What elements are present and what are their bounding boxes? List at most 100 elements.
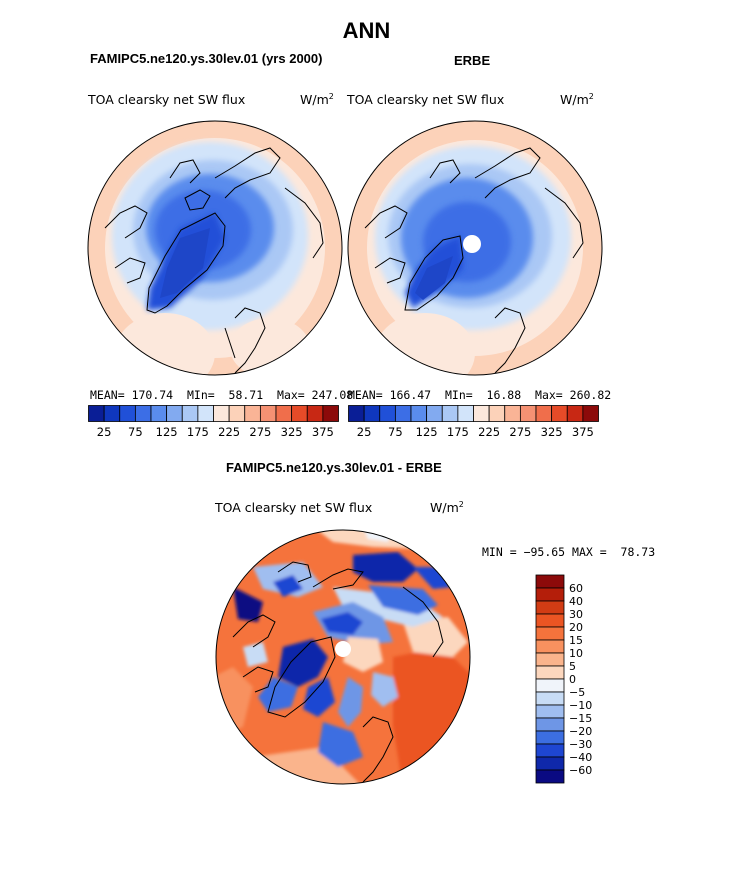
colorbar-cell — [535, 652, 565, 667]
colorbar-cell — [166, 405, 183, 422]
mean-label: MEAN= — [348, 388, 383, 402]
diff-panel-title: FAMIPC5.ne120.ys.30lev.01 - ERBE — [226, 460, 442, 475]
colorbar-cell — [535, 743, 565, 758]
colorbar-cell — [181, 405, 199, 422]
pole-gap — [335, 641, 351, 657]
coastlines — [232, 561, 444, 783]
figure-title: ANN — [342, 18, 391, 43]
colorbar-tick-label: 20 — [569, 621, 583, 634]
colorbar-tick-label: 275 — [249, 425, 271, 439]
colorbar-cell — [322, 405, 339, 422]
colorbar-cell — [551, 405, 568, 422]
units-exponent: 2 — [458, 500, 464, 509]
model-colorbar: 25 75 125 175 225 275 325 375 — [88, 405, 339, 439]
max-label: Max= — [277, 388, 305, 402]
max-label: MAX = — [572, 545, 607, 559]
colorbar-tick-label: 25 — [97, 425, 112, 439]
colorbar-cell — [457, 405, 474, 422]
colorbar-tick-label: 15 — [569, 634, 583, 647]
colorbar-tick-label: −15 — [569, 712, 592, 725]
colorbar-tick-label: 225 — [218, 425, 240, 439]
colorbar-tick-label: −10 — [569, 699, 592, 712]
colorbar-cell — [535, 600, 565, 615]
colorbar-tick-label: −40 — [569, 751, 592, 764]
erbe-colorbar: 25 75 125 175 225 275 325 375 — [348, 405, 599, 439]
model-stats: MEAN= 170.74 MIn= 58.71 Max= 247.08 — [90, 388, 353, 402]
colorbar-cell — [535, 574, 565, 589]
colorbar-cell — [150, 405, 168, 422]
units-text: W/m — [560, 92, 589, 108]
units-text: W/m — [430, 500, 459, 516]
coastlines — [364, 147, 584, 374]
colorbar-cell — [535, 704, 565, 719]
colorbar-cell — [291, 405, 308, 422]
greenland-core — [160, 228, 210, 298]
min-value: 16.88 — [486, 388, 522, 402]
colorbar-tick-label: 5 — [569, 660, 576, 673]
pole-gap — [463, 235, 481, 253]
colorbar-cell — [535, 730, 565, 745]
max-label: Max= — [535, 388, 563, 402]
colorbar-cell — [410, 405, 428, 422]
units-text: W/m — [300, 92, 329, 108]
colorbar-cell — [535, 678, 565, 693]
colorbar-tick-label: −60 — [569, 764, 592, 777]
colorbar-tick-label: 175 — [187, 425, 209, 439]
colorbar-cell — [244, 405, 261, 422]
colorbar-cell — [488, 405, 506, 422]
colorbar-tick-label: 275 — [509, 425, 531, 439]
colorbar-cell — [535, 756, 565, 771]
map-border — [347, 120, 603, 376]
right-units-label: W/m2 — [560, 92, 594, 107]
colorbar-tick-label: 30 — [569, 608, 583, 621]
colorbar-cell — [535, 639, 565, 654]
colorbar-cell — [88, 405, 105, 422]
colorbar-cell — [197, 405, 214, 422]
colorbar-cell — [441, 405, 459, 422]
max-value: 78.73 — [620, 545, 656, 559]
left-units-label: W/m2 — [300, 92, 334, 107]
colorbar-tick-label: 125 — [416, 425, 438, 439]
colorbar-tick-label: −5 — [569, 686, 585, 699]
mean-value: 166.47 — [389, 388, 432, 402]
max-value: 260.82 — [569, 388, 612, 402]
colorbar-cell — [306, 405, 324, 422]
diff-stats: MIN = −95.65 MAX = 78.73 — [482, 545, 655, 559]
colorbar-tick-label: −30 — [569, 738, 592, 751]
erbe-stats: MEAN= 166.47 MIn= 16.88 Max= 260.82 — [348, 388, 611, 402]
colorbar-cell — [566, 405, 584, 422]
min-value: −95.65 — [523, 545, 566, 559]
south-east-field — [230, 318, 310, 375]
colorbar-cell — [426, 405, 443, 422]
min-label: MIn= — [186, 388, 215, 402]
model-polar-map — [87, 120, 343, 376]
colorbar-cell — [134, 405, 152, 422]
right-field-label: TOA clearsky net SW flux — [347, 92, 505, 107]
left-panel-title: FAMIPC5.ne120.ys.30lev.01 (yrs 2000) — [90, 51, 323, 66]
colorbar-cell — [394, 405, 412, 422]
colorbar-tick-label: 75 — [128, 425, 143, 439]
colorbar-cell — [535, 691, 565, 706]
colorbar-cell — [103, 405, 121, 422]
colorbar-cell — [535, 613, 565, 628]
map-border — [215, 529, 471, 785]
left-field-label: TOA clearsky net SW flux — [88, 92, 246, 107]
colorbar-tick-label: 375 — [572, 425, 594, 439]
colorbar-cell — [363, 405, 381, 422]
colorbar-tick-label: 125 — [156, 425, 178, 439]
min-label: MIn= — [444, 388, 473, 402]
colorbar-cell — [473, 405, 490, 422]
min-label: MIN = — [482, 545, 517, 559]
colorbar-tick-label: 0 — [569, 673, 576, 686]
coastlines — [104, 147, 324, 374]
colorbar-cell — [582, 405, 599, 422]
colorbar-cell — [519, 405, 537, 422]
colorbar-tick-label: 375 — [312, 425, 334, 439]
colorbar-cell — [504, 405, 521, 422]
colorbar-tick-label: 175 — [447, 425, 469, 439]
units-exponent: 2 — [588, 92, 594, 101]
colorbar-tick-label: 325 — [541, 425, 563, 439]
colorbar-tick-label: 40 — [569, 595, 583, 608]
colorbar-cell — [259, 405, 277, 422]
colorbar-cell — [348, 405, 365, 422]
